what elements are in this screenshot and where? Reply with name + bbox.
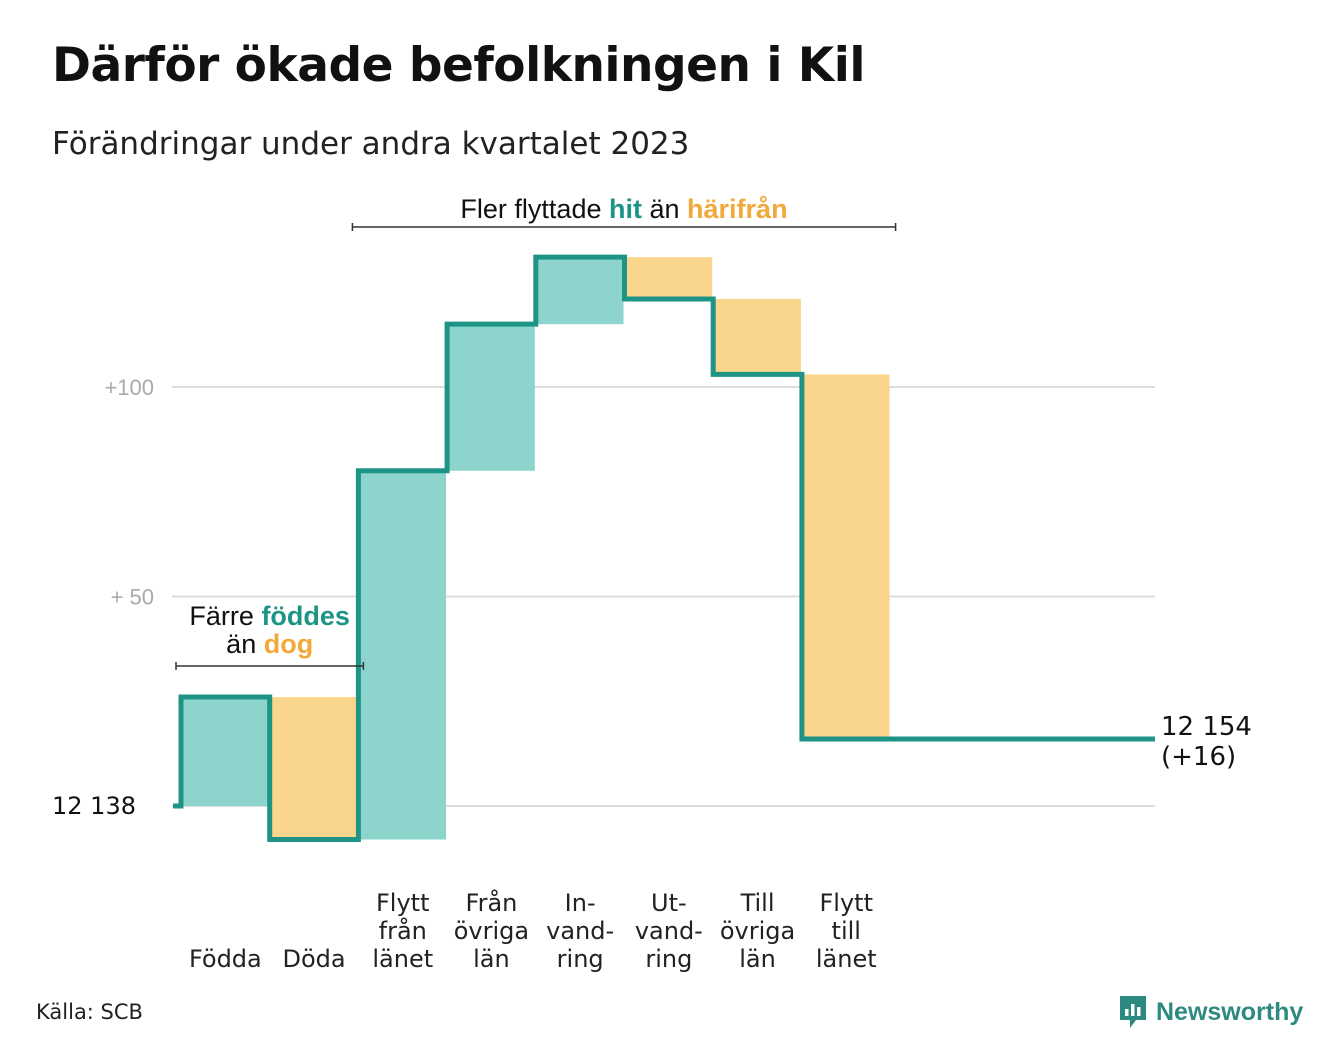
category-label: ring xyxy=(557,945,604,973)
brand-name: Newsworthy xyxy=(1156,997,1304,1026)
annotation-births-deaths-line2: än dog xyxy=(226,629,313,659)
bar-decrease xyxy=(713,299,801,375)
bar-increase xyxy=(358,470,447,840)
running-total-line xyxy=(173,254,1155,843)
category-label: län xyxy=(739,945,776,973)
source-note: Källa: SCB xyxy=(36,1000,143,1024)
annotation-migration: Fler flyttade hit än härifrån xyxy=(460,194,787,224)
category-label: Ut- xyxy=(651,889,687,917)
annotation-bracket xyxy=(351,223,897,231)
chart-subtitle: Förändringar under andra kvartalet 2023 xyxy=(52,126,690,162)
bar-decrease xyxy=(624,257,713,300)
category-label: Flytt xyxy=(820,889,874,917)
category-label: länet xyxy=(372,945,433,973)
chart-title: Därför ökade befolkningen i Kil xyxy=(52,38,865,93)
category-label: vand- xyxy=(546,917,614,945)
bar-increase xyxy=(535,257,624,325)
end-value-label: (+16) xyxy=(1161,742,1236,772)
annotation-births-deaths: Färre föddes xyxy=(189,601,350,631)
category-label: Födda xyxy=(189,945,262,973)
category-label: Till xyxy=(740,889,775,917)
bars xyxy=(181,257,890,840)
category-label: övriga xyxy=(454,917,529,945)
annotation-bracket xyxy=(175,662,365,670)
category-label: Från xyxy=(466,888,518,917)
category-label: Flytt xyxy=(376,889,430,917)
bar-increase xyxy=(447,324,535,471)
category-label: till xyxy=(832,917,861,945)
bar-decrease xyxy=(269,697,358,840)
end-value-label: 12 154 xyxy=(1161,712,1252,742)
category-label: från xyxy=(379,916,427,945)
bar-decrease xyxy=(801,374,890,739)
start-value-label: 12 138 xyxy=(52,792,136,820)
category-label: län xyxy=(473,945,510,973)
brand-logo: Newsworthy xyxy=(1118,994,1303,1030)
category-label: vand- xyxy=(635,917,703,945)
y-tick-label: +100 xyxy=(104,375,154,400)
category-label: ring xyxy=(645,945,692,973)
category-label: länet xyxy=(816,945,877,973)
category-label: Döda xyxy=(282,945,345,973)
category-label: In- xyxy=(565,889,596,917)
category-label: övriga xyxy=(720,917,795,945)
newsworthy-logo-icon xyxy=(1120,996,1146,1028)
bar-increase xyxy=(181,697,269,806)
y-tick-label: + 50 xyxy=(111,585,154,610)
